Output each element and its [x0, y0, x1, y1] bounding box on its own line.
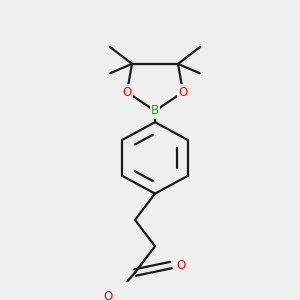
Text: O: O — [178, 85, 188, 99]
Text: O: O — [103, 290, 112, 300]
Text: O: O — [122, 85, 132, 99]
Text: B: B — [151, 104, 159, 117]
Text: O: O — [176, 259, 186, 272]
